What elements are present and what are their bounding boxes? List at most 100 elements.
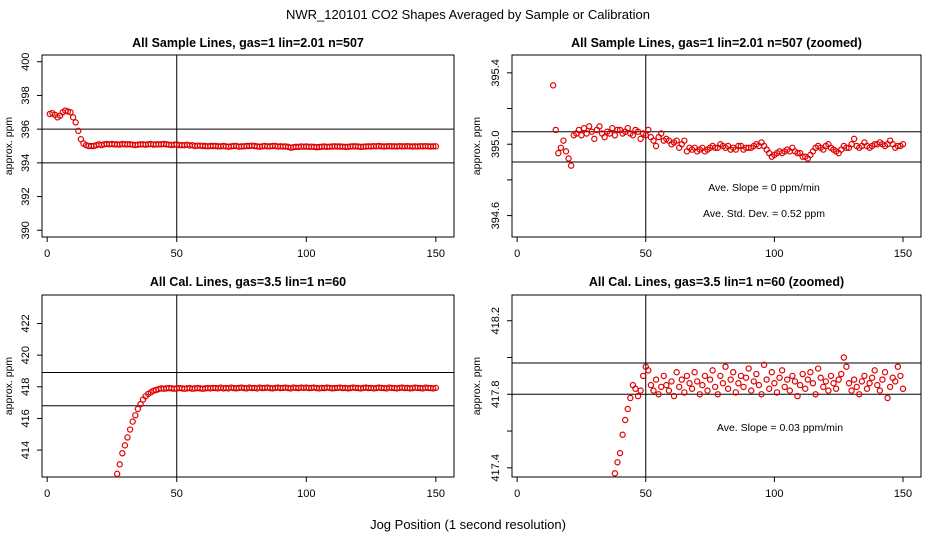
data-point <box>668 378 675 385</box>
data-point <box>670 392 678 400</box>
data-point <box>799 370 806 378</box>
data-point <box>694 378 701 385</box>
data-point <box>766 385 773 392</box>
data-point <box>129 418 136 425</box>
data-point <box>843 363 850 370</box>
data-point <box>673 369 680 376</box>
data-point <box>645 367 652 374</box>
x-tick-label: 50 <box>171 248 183 260</box>
data-point <box>126 426 134 433</box>
data-point <box>825 387 832 394</box>
x-tick-label: 50 <box>171 488 183 500</box>
data-point <box>611 470 619 477</box>
data-point <box>786 387 794 394</box>
data-point <box>722 363 729 370</box>
data-point <box>709 367 716 374</box>
data-point <box>557 144 565 151</box>
data-point <box>560 137 567 144</box>
data-point <box>134 405 142 413</box>
data-point <box>848 387 855 394</box>
plot-frame <box>511 294 922 478</box>
data-point <box>676 383 683 391</box>
data-point <box>817 374 824 381</box>
data-point <box>866 380 873 387</box>
data-point <box>881 369 889 376</box>
page-title: NWR_120101 CO2 Shapes Averaged by Sample… <box>286 7 650 22</box>
y-axis-label: approx. ppm <box>471 117 483 176</box>
data-point <box>549 82 557 89</box>
plot-frame <box>511 54 922 238</box>
data-point <box>72 119 79 126</box>
data-point <box>585 123 593 130</box>
data-point <box>552 126 559 134</box>
data-point <box>735 142 742 150</box>
data-point <box>832 385 840 392</box>
data-point <box>655 391 662 398</box>
y-tick-label: 396 <box>20 120 32 138</box>
data-point <box>712 383 719 391</box>
data-point <box>137 401 144 408</box>
y-tick-label: 395.4 <box>490 59 502 87</box>
data-point <box>894 363 902 370</box>
data-point <box>609 124 616 132</box>
data-point <box>621 416 629 424</box>
x-tick-label: 100 <box>765 248 783 260</box>
data-point <box>899 385 907 392</box>
x-tick-label: 0 <box>44 248 50 260</box>
data-point <box>647 381 655 389</box>
data-point <box>868 374 876 381</box>
data-point <box>432 143 440 150</box>
global-x-axis-label: Jog Position (1 second resolution) <box>370 517 566 532</box>
data-point <box>897 372 904 380</box>
data-point <box>876 387 884 394</box>
data-point <box>796 381 804 389</box>
y-tick-label: 422 <box>20 314 32 332</box>
data-point <box>899 141 907 148</box>
data-point <box>760 361 768 369</box>
data-point <box>838 370 845 378</box>
y-axis-label: approx. ppm <box>3 357 15 416</box>
data-point <box>714 391 721 398</box>
x-tick-label: 150 <box>894 248 912 260</box>
plot-frame <box>41 294 455 478</box>
panel-cal-lines: All Cal. Lines, gas=3.5 lin=1 n=60 0 50 100… <box>3 275 455 500</box>
data-point <box>562 148 570 155</box>
data-point <box>814 365 822 372</box>
y-tick-label: 395.0 <box>490 130 502 158</box>
data-point <box>755 381 763 389</box>
data-point <box>567 162 575 169</box>
y-axis-label: approx. ppm <box>471 357 483 416</box>
panel-cal-lines-zoomed: All Cal. Lines, gas=3.5 lin=1 n=60 (zoom… <box>471 275 922 500</box>
data-point <box>871 367 878 374</box>
x-tick-label: 150 <box>894 488 912 500</box>
x-tick-label: 0 <box>514 248 520 260</box>
data-point <box>706 376 714 383</box>
plot-frame <box>41 54 455 238</box>
data-point <box>124 434 131 441</box>
stat-annotation: Ave. Std. Dev. = 0.52 ppm <box>703 208 825 220</box>
y-tick-label: 418.2 <box>490 307 502 335</box>
data-point <box>591 135 598 143</box>
data-point <box>740 383 747 391</box>
data-point <box>601 133 608 141</box>
data-point <box>113 470 121 478</box>
data-point <box>835 376 842 383</box>
data-point <box>578 132 585 139</box>
data-point <box>580 124 588 132</box>
data-point <box>830 380 837 387</box>
data-point <box>750 378 757 385</box>
data-point <box>663 381 670 389</box>
data-point <box>629 132 637 139</box>
data-point <box>650 137 657 144</box>
data-point <box>69 114 77 121</box>
y-tick-label: 417.4 <box>490 454 502 482</box>
data-point <box>652 142 660 150</box>
y-tick-label: 394.6 <box>490 202 502 230</box>
data-point <box>791 378 799 385</box>
data-point <box>778 367 786 374</box>
data-point <box>611 132 619 139</box>
data-point <box>827 372 835 380</box>
data-point <box>884 394 891 402</box>
data-point <box>773 389 781 396</box>
data-point <box>771 380 778 387</box>
